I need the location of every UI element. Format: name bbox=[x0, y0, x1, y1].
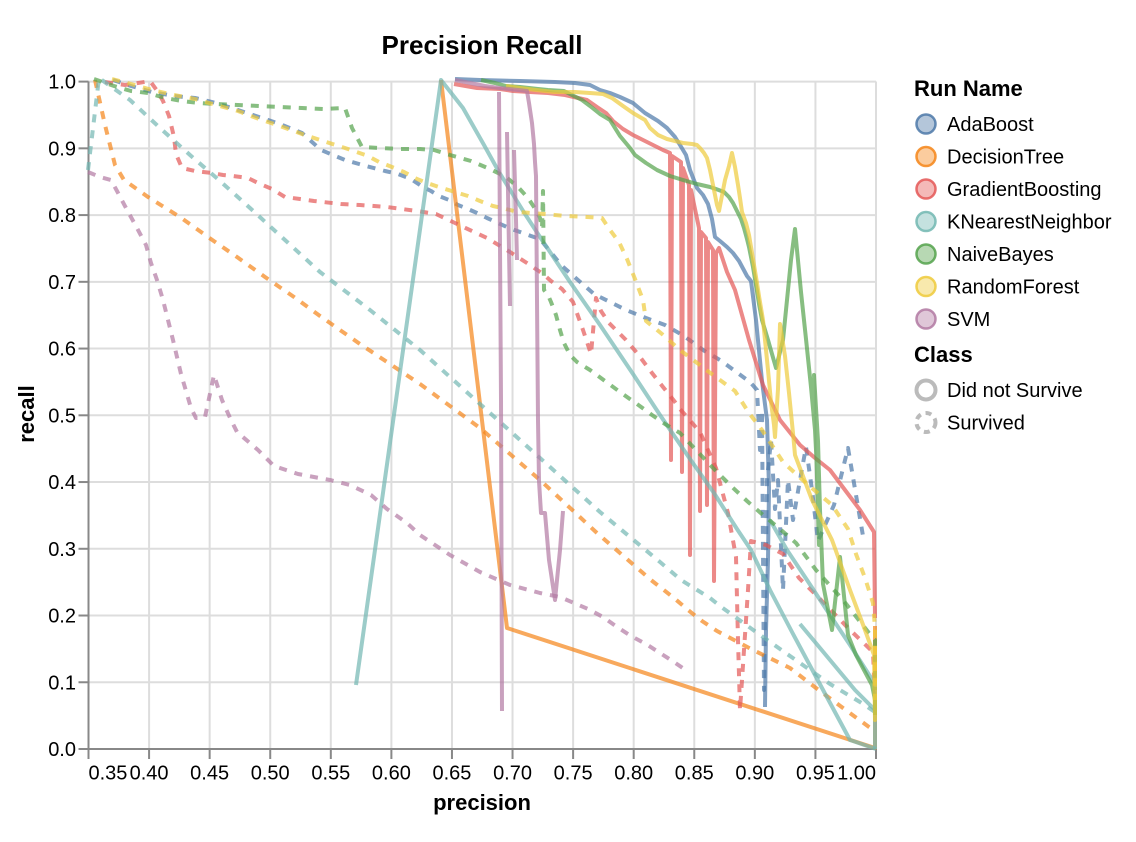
svg-text:precision: precision bbox=[433, 790, 531, 815]
svg-text:NaiveBayes: NaiveBayes bbox=[947, 244, 1054, 266]
svg-text:0.3: 0.3 bbox=[48, 539, 76, 561]
svg-text:0.4: 0.4 bbox=[48, 472, 76, 494]
svg-text:RandomForest: RandomForest bbox=[947, 277, 1080, 299]
svg-text:0.80: 0.80 bbox=[614, 763, 653, 785]
svg-text:0.50: 0.50 bbox=[251, 763, 290, 785]
svg-text:0.95: 0.95 bbox=[796, 763, 835, 785]
svg-text:0.1: 0.1 bbox=[48, 672, 76, 694]
svg-text:1.00: 1.00 bbox=[837, 763, 876, 785]
svg-text:0.35: 0.35 bbox=[89, 763, 128, 785]
svg-text:Did not Survive: Did not Survive bbox=[947, 380, 1083, 402]
svg-text:0.75: 0.75 bbox=[554, 763, 593, 785]
svg-text:KNearestNeighbor: KNearestNeighbor bbox=[947, 212, 1112, 234]
svg-text:GradientBoosting: GradientBoosting bbox=[947, 179, 1102, 201]
svg-text:0.40: 0.40 bbox=[130, 763, 169, 785]
svg-text:0.55: 0.55 bbox=[311, 763, 350, 785]
svg-text:Precision Recall: Precision Recall bbox=[382, 30, 583, 60]
svg-text:0.0: 0.0 bbox=[48, 739, 76, 761]
svg-text:0.70: 0.70 bbox=[493, 763, 532, 785]
svg-text:0.85: 0.85 bbox=[675, 763, 714, 785]
svg-text:Run Name: Run Name bbox=[914, 76, 1023, 101]
svg-text:0.65: 0.65 bbox=[432, 763, 471, 785]
svg-text:Class: Class bbox=[914, 342, 973, 367]
svg-text:0.2: 0.2 bbox=[48, 606, 76, 628]
svg-text:recall: recall bbox=[14, 385, 39, 443]
svg-text:0.90: 0.90 bbox=[735, 763, 774, 785]
svg-text:0.5: 0.5 bbox=[48, 405, 76, 427]
svg-text:0.6: 0.6 bbox=[48, 339, 76, 361]
svg-text:0.9: 0.9 bbox=[48, 138, 76, 160]
svg-text:0.60: 0.60 bbox=[372, 763, 411, 785]
svg-text:SVM: SVM bbox=[947, 309, 990, 331]
svg-text:1.0: 1.0 bbox=[48, 72, 76, 94]
svg-text:AdaBoost: AdaBoost bbox=[947, 114, 1034, 136]
svg-text:0.7: 0.7 bbox=[48, 272, 76, 294]
svg-text:DecisionTree: DecisionTree bbox=[947, 147, 1064, 169]
svg-text:0.8: 0.8 bbox=[48, 205, 76, 227]
svg-text:0.45: 0.45 bbox=[190, 763, 229, 785]
svg-text:Survived: Survived bbox=[947, 413, 1025, 435]
